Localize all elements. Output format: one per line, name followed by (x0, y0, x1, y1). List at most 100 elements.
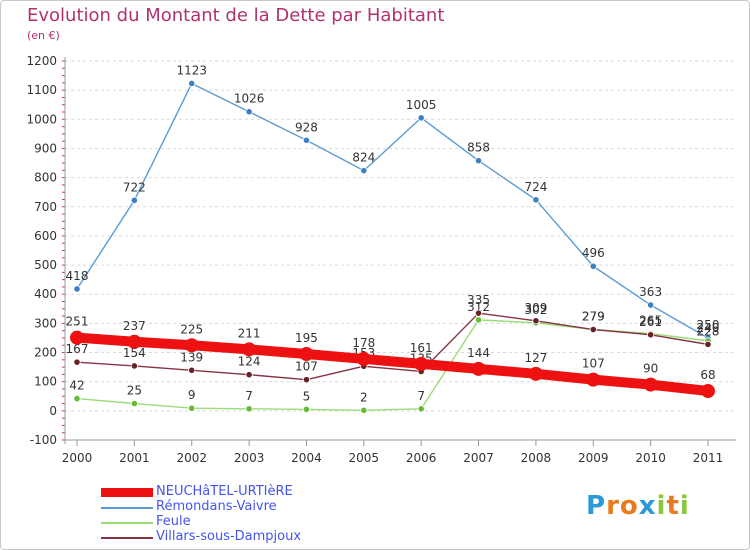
data-label: 161 (410, 341, 433, 355)
data-label: 211 (238, 326, 261, 340)
legend-label: NEUCHâTEL-URTIèRE (156, 484, 293, 499)
data-label: 25 (127, 384, 142, 398)
data-label: 418 (66, 269, 89, 283)
data-label: 7 (245, 389, 253, 403)
y-tick-label: 100 (34, 375, 57, 389)
data-label: 722 (123, 180, 146, 194)
y-tick-label: 600 (34, 229, 57, 243)
data-label: 154 (123, 346, 146, 360)
data-label: 279 (582, 310, 605, 324)
data-point (474, 309, 483, 317)
data-point (474, 157, 483, 165)
data-point (360, 167, 368, 175)
data-point (474, 316, 483, 324)
x-tick-label: 2009 (578, 451, 609, 465)
data-point (130, 362, 138, 370)
data-label: 858 (467, 141, 490, 155)
data-label: 312 (467, 300, 490, 314)
data-point (532, 196, 540, 204)
data-label: 1005 (406, 98, 437, 112)
legend-swatch (101, 537, 153, 539)
data-point (245, 405, 253, 413)
y-tick-label: 700 (34, 200, 57, 214)
legend-label: Villars-sous-Dampjoux (156, 529, 302, 544)
data-label: 124 (238, 355, 261, 369)
data-point (73, 358, 81, 366)
logo-letter: P (586, 491, 607, 521)
data-label: 195 (295, 331, 318, 345)
x-tick-label: 2006 (406, 451, 437, 465)
y-tick-label: 1000 (26, 112, 57, 126)
data-label: 265 (639, 314, 662, 328)
legend-label: Feule (156, 514, 191, 529)
data-point (188, 366, 196, 374)
y-tick-label: 200 (34, 346, 57, 360)
series-line (76, 82, 709, 339)
logo-letter: i (679, 491, 690, 521)
data-point (188, 404, 196, 412)
legend-swatch (101, 488, 153, 497)
data-label: 9 (188, 388, 196, 402)
logo-letter: r (606, 491, 620, 521)
x-tick-label: 2011 (693, 451, 724, 465)
data-label: 107 (295, 360, 318, 374)
y-tick-label: 500 (34, 258, 57, 272)
x-tick-label: 2000 (62, 451, 93, 465)
data-label: 928 (295, 120, 318, 134)
data-label: 90 (643, 362, 658, 376)
x-tick-label: 2008 (521, 451, 552, 465)
data-label: 68 (700, 368, 715, 382)
data-point (417, 405, 425, 413)
y-tick-label: 900 (34, 141, 57, 155)
proxiti-logo: Proxiti (586, 491, 690, 521)
data-point (701, 384, 715, 399)
x-tick-label: 2003 (234, 451, 265, 465)
data-point (130, 196, 138, 204)
data-label: 1123 (176, 63, 207, 77)
data-point (647, 331, 655, 339)
x-tick-label: 2002 (176, 451, 207, 465)
data-point (245, 108, 253, 116)
y-tick-label: 300 (34, 316, 57, 330)
data-label: 2 (360, 390, 368, 404)
data-label: 127 (524, 351, 547, 365)
data-label: 5 (303, 389, 311, 403)
y-tick-label: 400 (34, 287, 57, 301)
data-label: 250 (697, 318, 720, 332)
data-point (360, 406, 368, 414)
data-label: 107 (582, 357, 605, 371)
series-line (76, 312, 709, 381)
data-label: 7 (417, 389, 425, 403)
data-label: 363 (639, 285, 662, 299)
y-tick-label: -100 (30, 433, 57, 447)
data-point (302, 405, 311, 413)
x-tick-label: 2007 (463, 451, 494, 465)
data-point (299, 346, 314, 361)
data-point (302, 136, 311, 144)
logo-letter: o (619, 491, 639, 521)
data-point (73, 285, 81, 293)
data-point (471, 361, 486, 376)
data-point (130, 399, 138, 408)
data-point (356, 351, 371, 366)
y-tick-label: 800 (34, 171, 57, 185)
data-label: 824 (352, 151, 375, 165)
series-line (72, 332, 713, 397)
x-tick-label: 2010 (635, 451, 666, 465)
data-label: 335 (467, 293, 490, 307)
data-label: 240 (697, 321, 720, 335)
data-point (188, 79, 196, 88)
data-point (414, 356, 429, 371)
plot-area (65, 61, 736, 440)
data-label: 42 (69, 379, 84, 393)
data-label: 178 (352, 336, 375, 350)
data-label: 139 (180, 350, 203, 364)
data-point (589, 262, 597, 270)
data-label: 144 (467, 346, 490, 360)
data-point (532, 317, 540, 325)
y-tick-label: 1200 (26, 54, 57, 68)
logo-letter: i (656, 491, 667, 521)
data-point (586, 372, 601, 387)
data-point (242, 342, 257, 357)
